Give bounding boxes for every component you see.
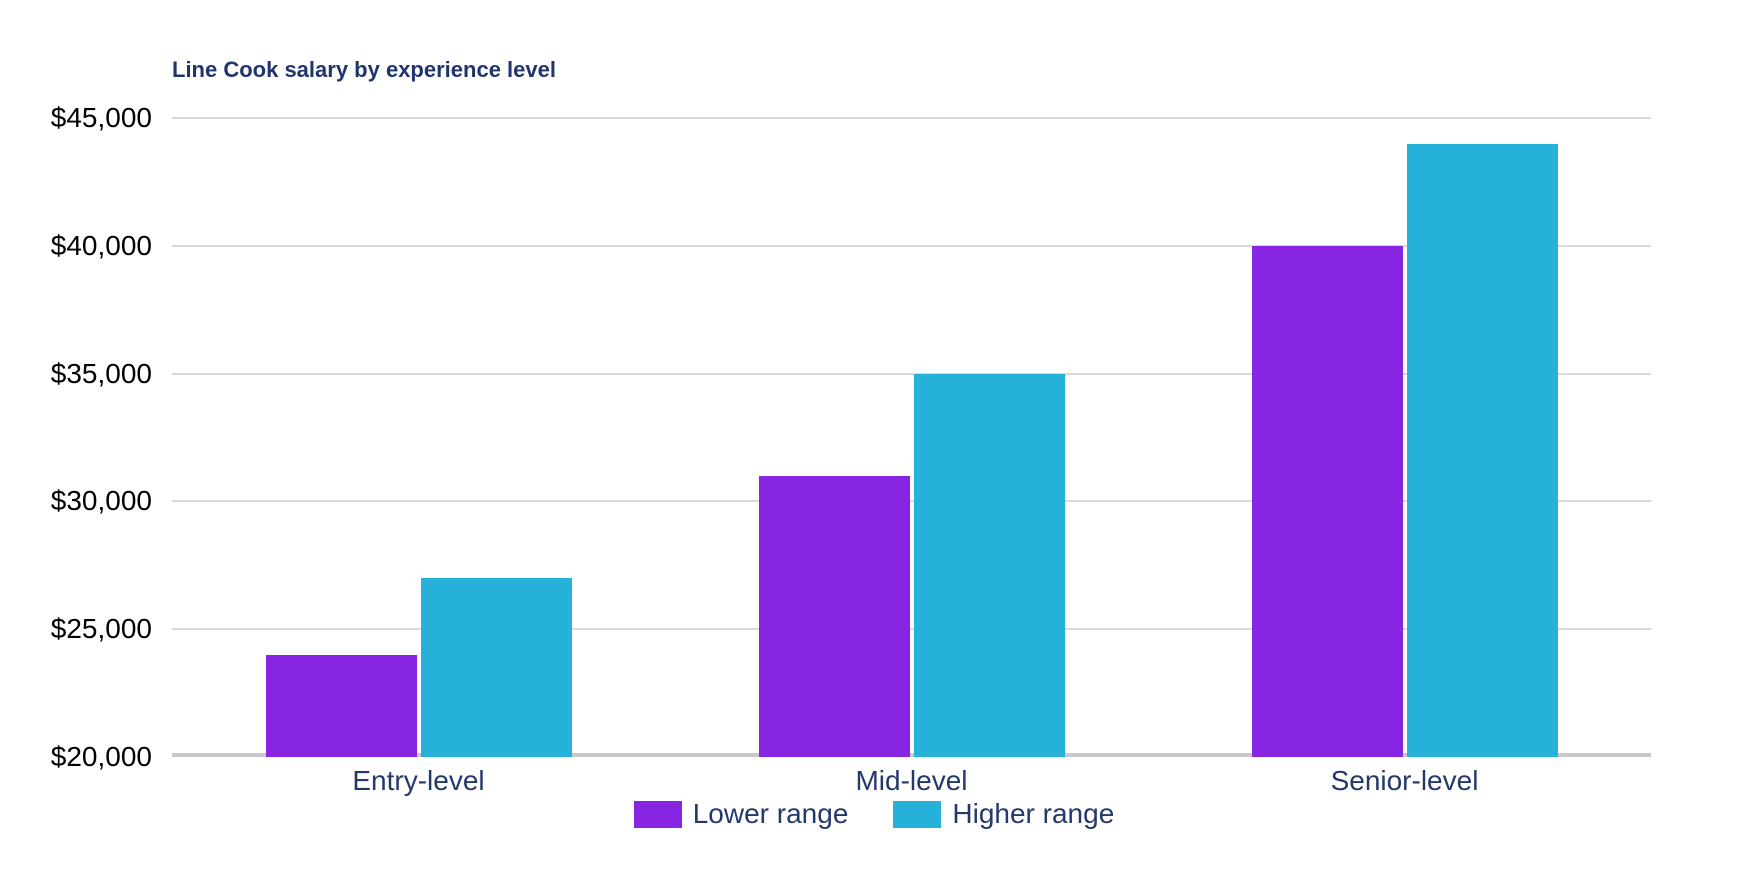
legend-item-lower-range[interactable]: Lower range [633, 798, 849, 830]
y-axis-tick-label: $30,000 [50, 485, 152, 517]
y-axis-tick-label: $25,000 [50, 613, 152, 645]
bar-lower-range-entry-level[interactable] [265, 654, 417, 757]
legend-label-lower-range: Lower range [692, 798, 849, 829]
gridline [172, 500, 1651, 503]
gridline [172, 117, 1651, 119]
x-axis-label-senior-level: Senior-level [1330, 765, 1479, 796]
bar-higher-range-entry-level[interactable] [420, 578, 572, 757]
gridline [172, 372, 1651, 375]
legend-swatch-lower-range-icon [633, 800, 682, 828]
chart-legend: Lower range Higher range [0, 798, 1748, 830]
legend-item-higher-range[interactable]: Higher range [893, 798, 1114, 830]
bar-lower-range-mid-level[interactable] [758, 475, 910, 757]
y-axis-tick-label: $35,000 [50, 357, 152, 389]
bar-higher-range-senior-level[interactable] [1406, 143, 1558, 757]
y-axis-tick-label: $45,000 [50, 102, 152, 133]
x-axis-line [172, 753, 1651, 757]
x-axis-label-entry-level: Entry-level [352, 765, 485, 796]
chart-title: Line Cook salary by experience level [172, 57, 556, 82]
legend-label-higher-range: Higher range [952, 798, 1115, 829]
gridline [172, 244, 1651, 247]
x-axis-label-mid-level: Mid-level [855, 765, 968, 796]
y-axis-tick-label: $40,000 [50, 229, 152, 261]
bar-higher-range-mid-level[interactable] [913, 373, 1065, 757]
y-axis-tick-label: $20,000 [50, 741, 152, 772]
legend-swatch-higher-range-icon [893, 800, 942, 828]
bar-lower-range-senior-level[interactable] [1251, 245, 1403, 757]
gridline [172, 628, 1651, 631]
